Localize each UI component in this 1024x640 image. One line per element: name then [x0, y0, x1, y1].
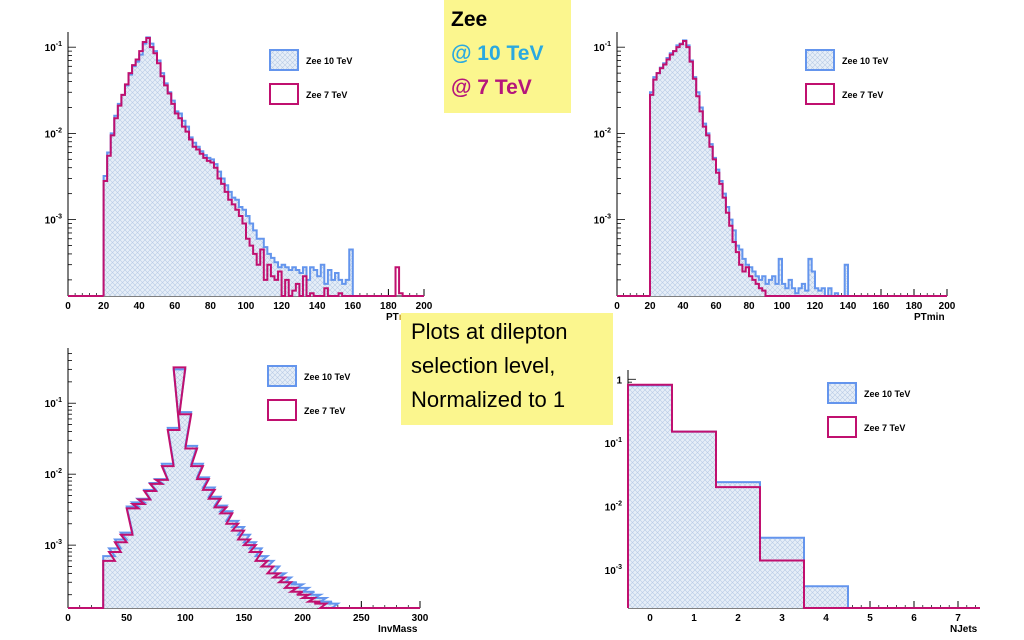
- legend-swatch-10tev: [827, 382, 857, 404]
- x-tick-label: 0: [65, 613, 71, 624]
- note-line-3: Normalized to 1: [411, 387, 566, 412]
- x-axis-label: NJets: [950, 624, 978, 635]
- x-tick-label: 120: [273, 301, 290, 312]
- x-tick-label: 4: [823, 613, 829, 624]
- x-tick-label: 0: [614, 301, 620, 312]
- legend-swatch-10tev: [805, 49, 835, 71]
- legend-label-10tev: Zee 10 TeV: [864, 389, 910, 399]
- series-zee-7tev: [91, 366, 409, 609]
- x-tick-label: 160: [873, 301, 890, 312]
- y-tick-label: 10-2: [45, 468, 62, 481]
- x-tick-label: 140: [309, 301, 326, 312]
- x-tick-label: 60: [710, 301, 722, 312]
- x-tick-label: 180: [906, 301, 923, 312]
- x-tick-label: 180: [380, 301, 397, 312]
- y-tick-label: 10-3: [45, 539, 62, 552]
- title-line-1: Zee: [451, 8, 488, 31]
- x-tick-label: 50: [121, 613, 133, 624]
- x-tick-label: 200: [416, 301, 433, 312]
- x-tick-label: 3: [779, 613, 785, 624]
- legend-swatch-7tev: [827, 416, 857, 438]
- x-tick-label: 7: [955, 613, 961, 624]
- legend-label-7tev: Zee 7 TeV: [842, 90, 883, 100]
- y-tick-label: 10-2: [594, 127, 611, 140]
- series-zee-7tev: [627, 383, 848, 609]
- y-tick-label: 10-2: [45, 127, 62, 140]
- x-tick-label: 100: [774, 301, 791, 312]
- legend-label-10tev: Zee 10 TeV: [306, 56, 352, 66]
- x-tick-label: 140: [840, 301, 857, 312]
- x-tick-label: 60: [169, 301, 181, 312]
- x-tick-label: 1: [691, 613, 697, 624]
- x-tick-label: 100: [238, 301, 255, 312]
- title-line-2: @ 10 TeV: [451, 42, 544, 65]
- x-tick-label: 200: [939, 301, 956, 312]
- x-tick-label: 160: [344, 301, 361, 312]
- legend-swatch-10tev: [269, 49, 299, 71]
- legend: Zee 10 TeV Zee 7 TeV: [269, 49, 352, 105]
- x-tick-label: 20: [98, 301, 110, 312]
- x-tick-label: 150: [236, 613, 253, 624]
- x-tick-label: 40: [677, 301, 689, 312]
- x-tick-label: 100: [177, 613, 194, 624]
- x-tick-label: 120: [807, 301, 824, 312]
- y-tick-label: 10-2: [605, 500, 622, 513]
- legend-swatch-7tev: [269, 83, 299, 105]
- x-tick-label: 80: [205, 301, 217, 312]
- y-tick-label: 10-1: [45, 41, 62, 54]
- legend-label-7tev: Zee 7 TeV: [306, 90, 347, 100]
- y-tick-label: 10-3: [45, 214, 62, 227]
- legend-label-10tev: Zee 10 TeV: [842, 56, 888, 66]
- x-tick-label: 40: [134, 301, 146, 312]
- x-tick-label: 200: [294, 613, 311, 624]
- note-line-2: selection level,: [411, 353, 556, 378]
- x-tick-label: 6: [911, 613, 917, 624]
- legend: Zee 10 TeV Zee 7 TeV: [805, 49, 888, 105]
- x-axis-label: InvMass: [378, 624, 418, 635]
- y-tick-label: 10-3: [594, 214, 611, 227]
- legend: Zee 10 TeV Zee 7 TeV: [267, 365, 350, 421]
- x-tick-label: 0: [65, 301, 71, 312]
- legend-swatch-10tev: [267, 365, 297, 387]
- legend-swatch-7tev: [267, 399, 297, 421]
- x-tick-label: 0: [647, 613, 653, 624]
- series-zee-10tev: [102, 36, 357, 297]
- title-line-3: @ 7 TeV: [451, 76, 532, 99]
- y-tick-label: 10-1: [594, 41, 611, 54]
- x-tick-label: 250: [353, 613, 370, 624]
- x-tick-label: 5: [867, 613, 873, 624]
- legend-label-7tev: Zee 7 TeV: [864, 423, 905, 433]
- legend: Zee 10 TeV Zee 7 TeV: [827, 382, 910, 438]
- x-tick-label: 2: [735, 613, 741, 624]
- y-tick-label: 1: [616, 375, 622, 386]
- legend-swatch-7tev: [805, 83, 835, 105]
- legend-label-10tev: Zee 10 TeV: [304, 372, 350, 382]
- series-zee-7tev: [102, 36, 407, 297]
- y-tick-label: 10-3: [605, 564, 622, 577]
- y-tick-label: 10-1: [605, 437, 622, 450]
- x-axis-label: PTmin: [914, 312, 945, 323]
- title-box: Zee @ 10 TeV @ 7 TeV: [444, 0, 571, 113]
- x-tick-label: 20: [644, 301, 656, 312]
- note-line-1: Plots at dilepton: [411, 319, 568, 344]
- series-zee-7tev: [649, 39, 786, 297]
- legend-label-7tev: Zee 7 TeV: [304, 406, 345, 416]
- note-box: Plots at dilepton selection level, Norma…: [401, 313, 613, 425]
- x-tick-label: 300: [412, 613, 429, 624]
- x-tick-label: 80: [743, 301, 755, 312]
- y-tick-label: 10-1: [45, 397, 62, 410]
